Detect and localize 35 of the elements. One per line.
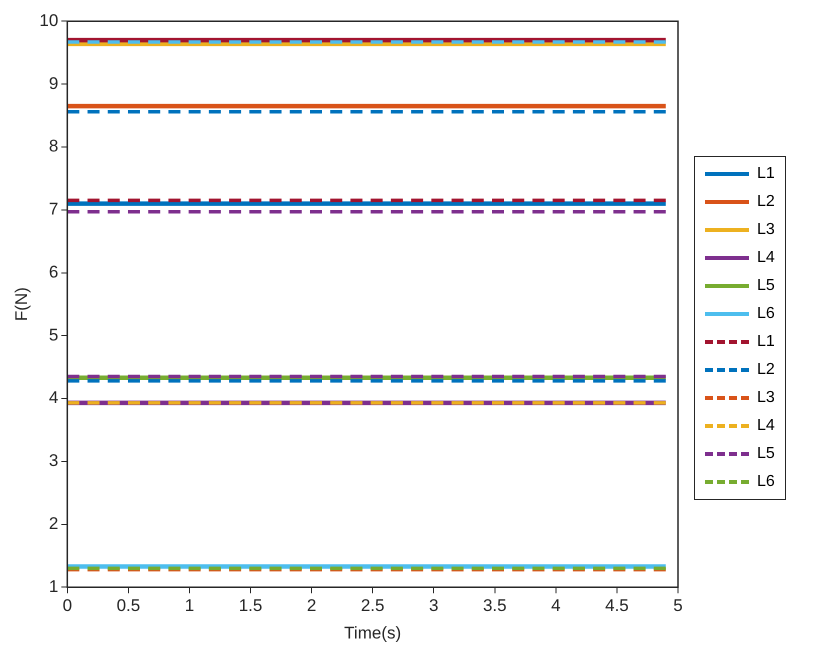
legend-label: L5 <box>757 445 775 463</box>
legend-label: L1 <box>757 333 775 351</box>
y-tick-label: 4 <box>48 388 58 408</box>
y-tick-label: 7 <box>48 200 58 219</box>
x-tick-label: 3 <box>428 596 438 616</box>
legend-label: L4 <box>757 417 775 435</box>
legend-label: L1 <box>757 165 775 183</box>
x-axis-title: Time(s) <box>344 623 402 642</box>
y-tick-label: 5 <box>48 325 58 344</box>
x-tick-label: 0.5 <box>116 596 140 616</box>
x-tick-label: 4.5 <box>605 596 629 616</box>
x-tick-label: 1.5 <box>238 596 262 616</box>
y-tick-label: 10 <box>39 10 58 30</box>
legend-label: L6 <box>757 305 775 323</box>
y-tick-label: 8 <box>48 136 58 156</box>
legend-label: L3 <box>757 221 775 239</box>
legend-label: L3 <box>757 389 775 407</box>
legend-label: L2 <box>757 193 775 211</box>
y-tick-label: 9 <box>48 74 58 93</box>
x-tick-label: 4 <box>551 596 561 616</box>
legend-label: L4 <box>757 249 775 267</box>
y-tick-label: 3 <box>48 451 58 470</box>
y-axis-title: F(N) <box>12 287 31 322</box>
y-tick-label: 2 <box>48 514 58 533</box>
y-tick-label: 6 <box>48 262 58 282</box>
legend-label: L5 <box>757 277 775 295</box>
legend-label: L2 <box>757 361 775 379</box>
x-tick-label: 0 <box>62 596 72 616</box>
x-tick-label: 5 <box>673 596 683 616</box>
x-tick-label: 1 <box>184 596 194 616</box>
x-tick-label: 2 <box>306 596 316 616</box>
y-tick-label: 1 <box>48 576 58 596</box>
x-tick-label: 2.5 <box>360 596 384 616</box>
x-tick-label: 3.5 <box>482 596 507 616</box>
legend-label: L6 <box>757 473 775 491</box>
